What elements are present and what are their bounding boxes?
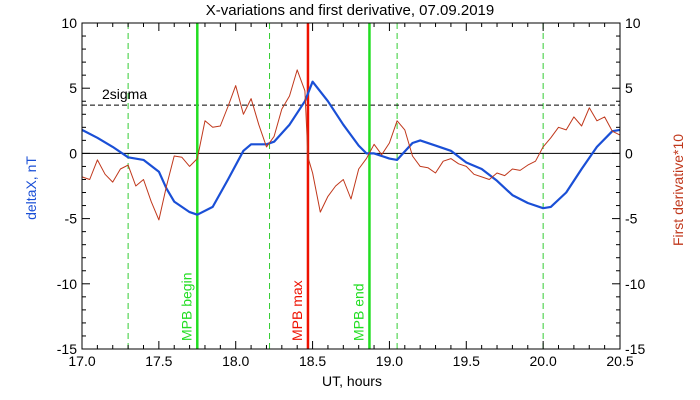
mpb-markers: MPB begin MPB max MPB end	[178, 23, 371, 349]
y-tick-label-right: 0	[625, 145, 633, 161]
chart-title: X-variations and first derivative, 07.09…	[206, 2, 495, 19]
y-tick-label-left: -10	[57, 276, 77, 292]
x-tick-label: 17.0	[68, 353, 95, 369]
sigma-label: 2sigma	[102, 86, 147, 102]
y-tick-label-left: 10	[61, 15, 77, 31]
x-tick-label: 17.5	[145, 353, 172, 369]
dashed-vertical-lines	[127, 23, 544, 349]
x-axis-label: UT, hours	[322, 373, 382, 389]
horizontal-reference-lines	[82, 104, 620, 154]
x-tick-label: 20.0	[530, 353, 557, 369]
marker-label-2: MPB end	[350, 283, 366, 341]
y-tick-label-left: 5	[69, 80, 77, 96]
y-tick-label-right: 5	[625, 80, 633, 96]
y-ticks-right: 10 5 0 -5 -10 -15	[612, 15, 645, 357]
marker-label-1: MPB max	[289, 280, 305, 341]
x-ticks: 17.0 17.5 18.0 18.5 19.0 19.5 20.0 20.5	[68, 23, 634, 369]
x-tick-label: 19.5	[453, 353, 480, 369]
y-axis-label-right: First derivative*10	[670, 134, 686, 246]
y-tick-label-left: -15	[57, 341, 77, 357]
x-tick-label: 18.5	[299, 353, 326, 369]
y-tick-label-right: -10	[625, 276, 645, 292]
x-tick-label: 19.0	[376, 353, 403, 369]
plot-frame	[81, 22, 621, 350]
y-ticks-left: 10 5 0 -5 -10 -15	[57, 15, 90, 357]
y-tick-label-right: -15	[625, 341, 645, 357]
x-tick-label: 20.5	[606, 353, 633, 369]
y-tick-label-left: 0	[69, 145, 77, 161]
y-axis-label-left: deltaX, nT	[23, 156, 39, 220]
series-derivative	[81, 69, 621, 221]
series-deltax	[81, 80, 621, 216]
series-lines	[81, 69, 621, 221]
y-tick-label-right: -5	[625, 211, 638, 227]
y-tick-label-left: -5	[65, 211, 78, 227]
marker-label-0: MPB begin	[178, 273, 194, 341]
x-tick-label: 18.0	[222, 353, 249, 369]
y-tick-label-right: 10	[625, 15, 641, 31]
